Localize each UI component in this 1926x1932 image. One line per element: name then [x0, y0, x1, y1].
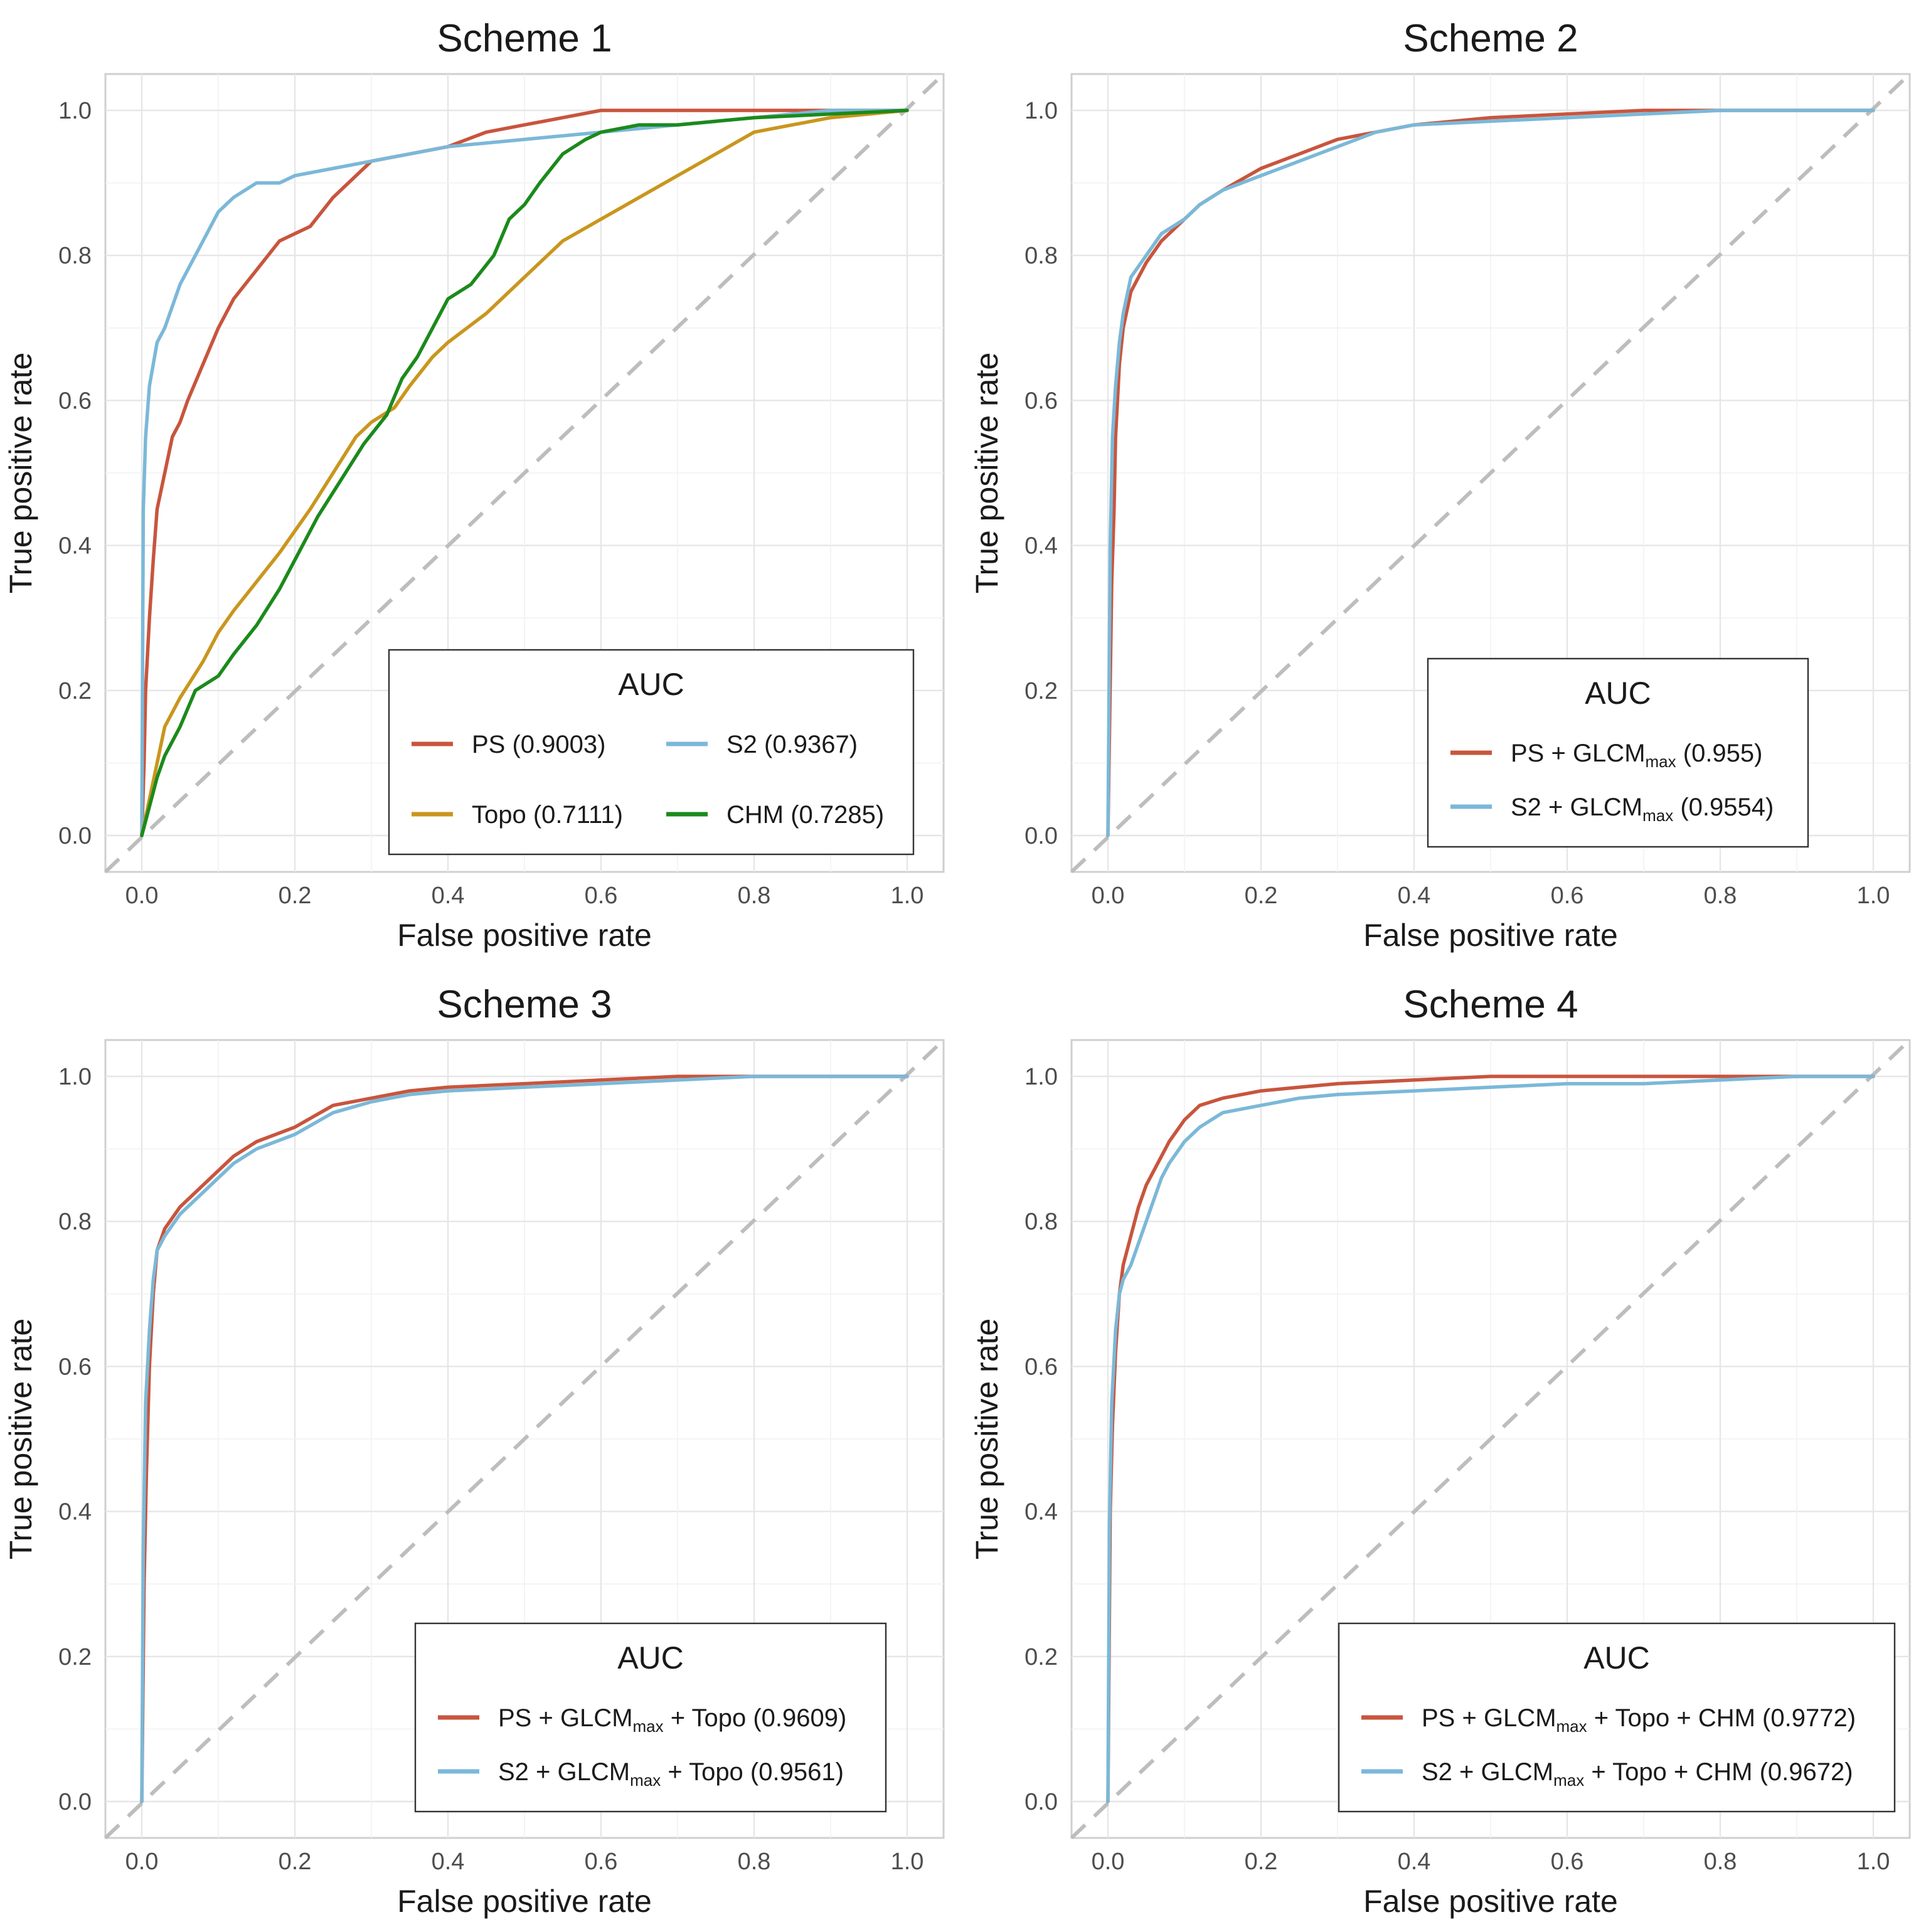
legend-entry-label: PS (0.9003) — [472, 731, 605, 758]
x-tick-label: 1.0 — [891, 883, 924, 909]
roc-line-s2-glcmmax — [1106, 109, 1875, 837]
x-tick-label: 0.8 — [738, 883, 771, 909]
y-tick-label: 1.0 — [58, 98, 92, 124]
y-tick-label: 0.2 — [58, 678, 92, 704]
y-tick-label: 0.8 — [1024, 243, 1058, 269]
x-tick-label: 1.0 — [1857, 1849, 1890, 1875]
x-tick-label: 0.8 — [1704, 1849, 1737, 1875]
legend-box — [1338, 1622, 1896, 1813]
x-tick-label: 0.2 — [1245, 883, 1278, 909]
y-tick-label: 0.8 — [58, 1209, 92, 1235]
y-tick-label: 0.4 — [1024, 533, 1058, 560]
x-tick-label: 0.8 — [738, 1849, 771, 1875]
y-tick-label: 0.6 — [1024, 1354, 1058, 1380]
chart-panel-2: 0.0 0.2 0.4 0.6 0.8 1.0 0.0 0.2 0.4 0.6 0.8 1.0 Sche… — [969, 17, 1912, 953]
chart-title: Scheme 4 — [1403, 983, 1578, 1026]
y-tick-label: 0.4 — [58, 533, 92, 560]
x-axis-label: False positive rate — [1363, 918, 1618, 953]
chart-title: Scheme 2 — [1403, 17, 1578, 60]
y-tick-label: 1.0 — [1024, 1064, 1058, 1090]
legend: AUC PS + GLCMmax + Topo (0.9609) S2 + GLCM… — [414, 1622, 887, 1813]
legend-title: AUC — [1583, 1640, 1650, 1675]
y-tick-label: 0.8 — [58, 243, 92, 269]
y-axis-label: True positive rate — [969, 1319, 1004, 1559]
legend-title: AUC — [618, 667, 684, 702]
chart-panel-1: 0.0 0.2 0.4 0.6 0.8 1.0 0.0 0.2 0.4 0.6 0.8 1.0 Sche… — [3, 17, 945, 953]
y-tick-label: 0.2 — [1024, 1644, 1058, 1670]
legend-entry-label: PS + GLCMmax (0.955) — [1511, 740, 1763, 771]
y-tick-label: 0.6 — [1024, 388, 1058, 414]
x-tick-label: 1.0 — [1857, 883, 1890, 909]
legend-entry-label: S2 + GLCMmax + Topo (0.9561) — [498, 1758, 844, 1790]
y-tick-label: 1.0 — [58, 1064, 92, 1090]
legend: AUC PS + GLCMmax (0.955) S2 + GLCMmax (0.9… — [1427, 657, 1809, 848]
y-tick-label: 0.8 — [1024, 1209, 1058, 1235]
reference-diagonal-line — [1070, 72, 1912, 874]
y-tick-label: 0.6 — [58, 1354, 92, 1380]
roc-line-topo — [140, 109, 909, 837]
y-tick-label: 0.0 — [58, 823, 92, 849]
y-tick-label: 0.0 — [1024, 823, 1058, 849]
legend: AUC PS + GLCMmax + Topo + CHM (0.9772) S2 … — [1338, 1622, 1896, 1813]
legend-title: AUC — [617, 1640, 684, 1675]
x-tick-label: 0.2 — [1245, 1849, 1278, 1875]
y-tick-label: 1.0 — [1024, 98, 1058, 124]
roc-line-s2 — [140, 109, 909, 837]
legend-entry-label: Topo (0.7111) — [472, 801, 623, 829]
x-tick-label: 0.4 — [432, 1849, 465, 1875]
roc-line-chm — [140, 109, 909, 837]
y-tick-label: 0.2 — [1024, 678, 1058, 704]
x-axis-label: False positive rate — [1363, 1884, 1618, 1919]
reference-diagonal-line — [104, 1038, 945, 1840]
x-tick-label: 0.6 — [1551, 883, 1584, 909]
legend-entry-label: S2 + GLCMmax (0.9554) — [1511, 794, 1774, 825]
x-axis-label: False positive rate — [397, 1884, 652, 1919]
reference-diagonal-line — [104, 72, 945, 874]
roc-line-s2-glcmmax-topo — [140, 1075, 909, 1803]
legend-entry-label: S2 + GLCMmax + Topo + CHM (0.9672) — [1422, 1758, 1853, 1790]
y-axis-label: True positive rate — [969, 353, 1004, 593]
y-axis-label: True positive rate — [3, 353, 38, 593]
x-tick-label: 0.4 — [1398, 883, 1431, 909]
x-tick-label: 0.6 — [1551, 1849, 1584, 1875]
chart-title: Scheme 3 — [437, 983, 612, 1026]
x-tick-label: 0.4 — [432, 883, 465, 909]
y-tick-label: 0.2 — [58, 1644, 92, 1670]
x-axis-label: False positive rate — [397, 918, 652, 953]
chart-panel-4: 0.0 0.2 0.4 0.6 0.8 1.0 0.0 0.2 0.4 0.6 0.8 1.0 Sche… — [969, 983, 1912, 1919]
y-tick-label: 0.6 — [58, 388, 92, 414]
legend-box — [388, 649, 915, 856]
y-tick-label: 0.4 — [1024, 1499, 1058, 1526]
y-axis-label: True positive rate — [3, 1319, 38, 1559]
x-tick-label: 0.4 — [1398, 1849, 1431, 1875]
reference-diagonal-line — [1070, 1038, 1912, 1840]
chart-panel-3: 0.0 0.2 0.4 0.6 0.8 1.0 0.0 0.2 0.4 0.6 0.8 1.0 Sche… — [3, 983, 945, 1919]
legend-entry-label: PS + GLCMmax + Topo (0.9609) — [498, 1704, 846, 1736]
y-tick-label: 0.0 — [58, 1789, 92, 1815]
legend-entry-label: CHM (0.7285) — [726, 801, 884, 829]
x-tick-label: 0.0 — [125, 883, 159, 909]
x-tick-label: 0.6 — [585, 883, 618, 909]
roc-line-s2-glcmmax-topo-chm — [1106, 1075, 1875, 1803]
x-tick-label: 0.0 — [1092, 1849, 1125, 1875]
y-tick-label: 0.4 — [58, 1499, 92, 1526]
y-tick-label: 0.0 — [1024, 1789, 1058, 1815]
x-tick-label: 0.0 — [1092, 883, 1125, 909]
legend-title: AUC — [1585, 676, 1651, 711]
x-tick-label: 0.8 — [1704, 883, 1737, 909]
x-tick-label: 1.0 — [891, 1849, 924, 1875]
legend-entry-label: PS + GLCMmax + Topo + CHM (0.9772) — [1422, 1704, 1856, 1736]
legend: AUC PS (0.9003) S2 (0.9367) Topo (0.7111) CH… — [388, 649, 915, 856]
x-tick-label: 0.2 — [279, 1849, 312, 1875]
legend-entry-label: S2 (0.9367) — [726, 731, 858, 758]
x-tick-label: 0.0 — [125, 1849, 159, 1875]
legend-box — [414, 1622, 887, 1813]
x-tick-label: 0.2 — [279, 883, 312, 909]
roc-line-ps — [140, 109, 909, 837]
chart-title: Scheme 1 — [437, 17, 612, 60]
x-tick-label: 0.6 — [585, 1849, 618, 1875]
